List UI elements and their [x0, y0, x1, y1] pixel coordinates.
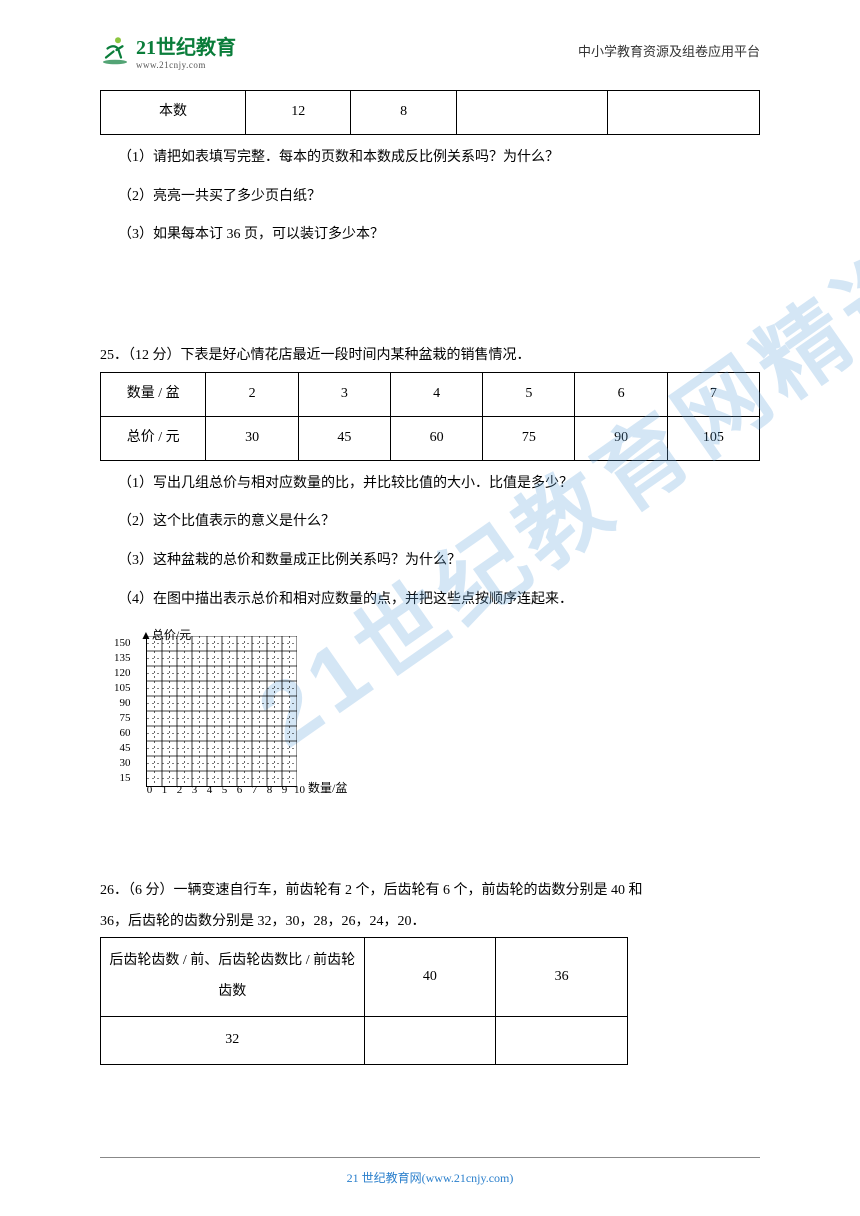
ytick: 105 — [114, 681, 131, 696]
t26-r2 — [364, 1016, 496, 1064]
t25-r2: 45 — [298, 416, 390, 460]
t26-h1: 后齿轮齿数 / 前、后齿轮齿数比 / 前齿轮齿数 — [101, 938, 365, 1017]
ytick: 45 — [114, 741, 131, 756]
header-subtitle: 中小学教育资源及组卷应用平台 — [578, 41, 760, 60]
t25-r3: 60 — [390, 416, 482, 460]
spacer — [100, 251, 760, 341]
table-q26: 后齿轮齿数 / 前、后齿轮齿数比 / 前齿轮齿数 40 36 32 — [100, 937, 628, 1064]
footer-line — [100, 1157, 760, 1158]
t25-r4: 75 — [483, 416, 575, 460]
t25-h3: 4 — [390, 372, 482, 416]
t25-r1: 30 — [206, 416, 298, 460]
ytick: 30 — [114, 756, 131, 771]
t25-h5: 6 — [575, 372, 667, 416]
table-q24: 本数 12 8 — [100, 90, 760, 135]
t25-h1: 2 — [206, 372, 298, 416]
q24-3: （3）如果每本订 36 页，可以装订多少本？ — [100, 220, 760, 251]
t25-r6: 105 — [667, 416, 759, 460]
chart-x-title: 数量/盆 — [308, 775, 347, 801]
page-header: 21世纪教育 www.21cnjy.com 中小学教育资源及组卷应用平台 — [100, 30, 760, 70]
chart-grid — [146, 636, 297, 787]
ytick: 135 — [114, 651, 131, 666]
logo-runner-icon — [100, 35, 130, 65]
t26-r1: 32 — [101, 1016, 365, 1064]
q25-3: （3）这种盆栽的总价和数量成正比例关系吗？为什么？ — [100, 546, 760, 577]
chart-y-labels: 150 135 120 105 90 75 60 45 30 15 — [114, 636, 131, 786]
chart-x-labels: 0 1 2 3 4 5 6 7 8 9 10 — [142, 778, 307, 802]
xtick: 0 — [142, 778, 157, 802]
logo-text-en: www.21cnjy.com — [136, 60, 236, 70]
xtick: 9 — [277, 778, 292, 802]
ytick: 90 — [114, 696, 131, 711]
t25-row1: 数量 / 盆 2 3 4 5 6 7 — [101, 372, 760, 416]
t24-c3 — [456, 91, 608, 135]
t25-h4: 5 — [483, 372, 575, 416]
t25-r5: 90 — [575, 416, 667, 460]
t26-h2: 40 — [364, 938, 496, 1017]
xtick: 10 — [292, 778, 307, 802]
xtick: 4 — [202, 778, 217, 802]
ytick: 150 — [114, 636, 131, 651]
ytick: 75 — [114, 711, 131, 726]
t25-row2: 总价 / 元 30 45 60 75 90 105 — [101, 416, 760, 460]
spacer — [100, 816, 760, 876]
t25-h0: 数量 / 盆 — [101, 372, 206, 416]
q24-2: （2）亮亮一共买了多少页白纸？ — [100, 182, 760, 213]
ytick: 120 — [114, 666, 131, 681]
logo-text-cn: 21世纪教育 — [136, 31, 236, 60]
logo: 21世纪教育 www.21cnjy.com — [100, 31, 236, 70]
q25-4: （4）在图中描出表示总价和相对应数量的点，并把这些点按顺序连起来． — [100, 585, 760, 616]
t24-label: 本数 — [101, 91, 246, 135]
t24-c2: 8 — [351, 91, 456, 135]
xtick: 2 — [172, 778, 187, 802]
footer: 21 世纪教育网(www.21cnjy.com) — [0, 1169, 860, 1186]
t25-h6: 7 — [667, 372, 759, 416]
q25-2: （2）这个比值表示的意义是什么？ — [100, 507, 760, 538]
q26-intro2: 36，后齿轮的齿数分别是 32，30，28，26，24，20． — [100, 907, 760, 938]
q25-1: （1）写出几组总价与相对应数量的比，并比较比值的大小．比值是多少？ — [100, 469, 760, 500]
xtick: 6 — [232, 778, 247, 802]
t25-h2: 3 — [298, 372, 390, 416]
logo-text-block: 21世纪教育 www.21cnjy.com — [136, 31, 236, 70]
xtick: 5 — [217, 778, 232, 802]
t26-h3: 36 — [496, 938, 628, 1017]
t26-r3 — [496, 1016, 628, 1064]
t24-c1: 12 — [245, 91, 350, 135]
ytick: 60 — [114, 726, 131, 741]
t25-r0: 总价 / 元 — [101, 416, 206, 460]
xtick: 1 — [157, 778, 172, 802]
xtick: 3 — [187, 778, 202, 802]
t24-c4 — [608, 91, 760, 135]
q24-1: （1）请把如表填写完整．每本的页数和本数成反比例关系吗？为什么？ — [100, 143, 760, 174]
content: 21世纪教育网精选资料 本数 12 8 （1）请把如表填写完整．每本的页数和本数… — [100, 90, 760, 1065]
table-q25: 数量 / 盆 2 3 4 5 6 7 总价 / 元 30 45 60 75 90… — [100, 372, 760, 461]
page: 21世纪教育 www.21cnjy.com 中小学教育资源及组卷应用平台 21世… — [0, 0, 860, 1065]
xtick: 8 — [262, 778, 277, 802]
ytick: 15 — [114, 771, 131, 786]
chart: ▲总价/元 150 135 120 105 90 75 60 45 30 15 — [118, 626, 368, 816]
xtick: 7 — [247, 778, 262, 802]
q25-intro: 25．（12 分）下表是好心情花店最近一段时间内某种盆栽的销售情况． — [100, 341, 760, 372]
q26-intro1: 26．（6 分）一辆变速自行车，前齿轮有 2 个，后齿轮有 6 个，前齿轮的齿数… — [100, 876, 760, 907]
